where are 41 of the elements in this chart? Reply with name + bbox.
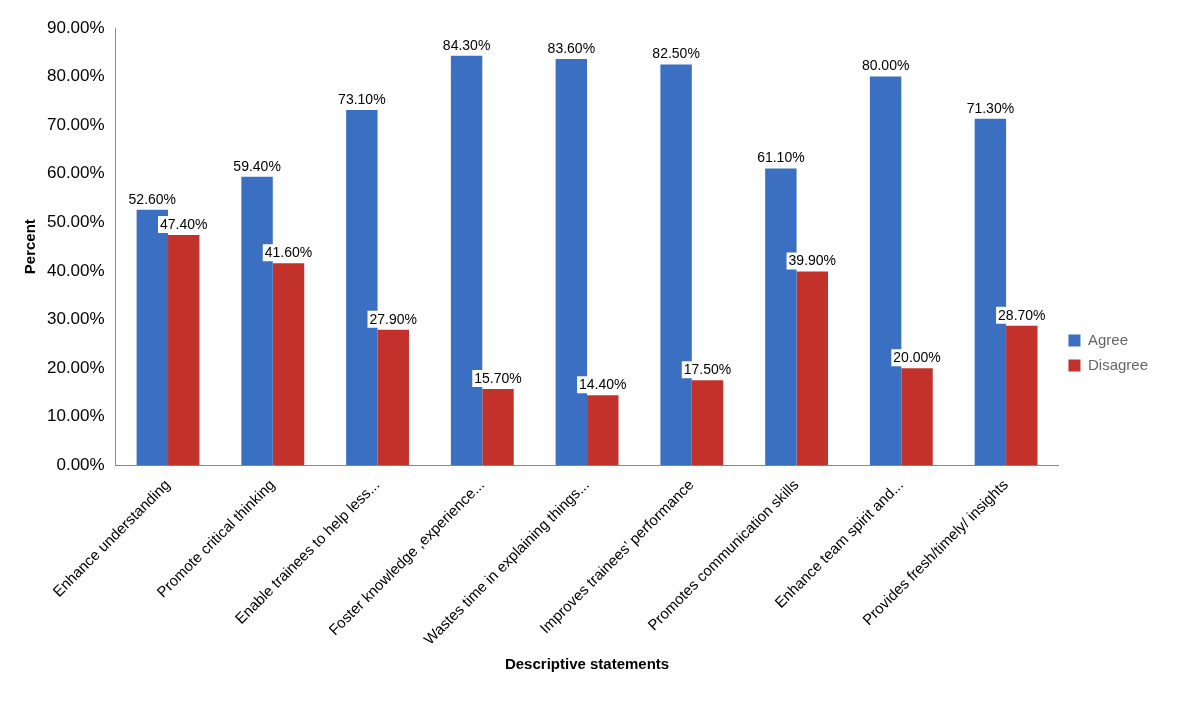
legend-label: Disagree: [1087, 355, 1148, 373]
bar: [587, 395, 619, 466]
data-label: 82.50%: [652, 45, 700, 62]
data-label: 59.40%: [233, 157, 281, 174]
bar: [901, 368, 933, 466]
data-label: 61.10%: [757, 149, 805, 166]
data-label: 15.70%: [474, 369, 522, 386]
data-label: 52.60%: [128, 190, 177, 207]
data-label: 28.70%: [998, 306, 1046, 323]
data-label: 83.60%: [547, 39, 596, 56]
data-label: 27.90%: [369, 310, 418, 327]
bar: [272, 263, 305, 466]
data-label: 20.00%: [893, 348, 941, 365]
legend-label: Agree: [1087, 330, 1128, 348]
y-tick-label: 50.00%: [46, 212, 105, 232]
y-tick-label: 60.00%: [46, 163, 105, 183]
bar: [796, 271, 829, 466]
data-label: 41.60%: [264, 244, 313, 261]
data-label: 73.10%: [338, 90, 386, 107]
y-tick-label: 70.00%: [46, 114, 105, 134]
bar: [691, 380, 724, 466]
y-tick-label: 30.00%: [46, 309, 105, 329]
data-label: 39.90%: [788, 252, 837, 269]
bar: [168, 235, 200, 466]
bar: [377, 329, 409, 466]
y-tick-label: 10.00%: [46, 406, 105, 426]
bar: [482, 389, 514, 466]
data-label: 14.40%: [579, 376, 627, 393]
y-tick-label: 0.00%: [56, 455, 105, 474]
y-tick-label: 80.00%: [46, 66, 105, 86]
y-tick-label: 40.00%: [46, 260, 105, 280]
y-tick-label: 90.00%: [46, 17, 105, 37]
bar: [1006, 325, 1038, 466]
y-axis-title: Percent: [21, 219, 39, 275]
data-label: 47.40%: [160, 215, 208, 232]
y-tick-label: 20.00%: [46, 357, 105, 377]
data-label: 17.50%: [683, 361, 732, 378]
data-label: 80.00%: [861, 57, 910, 74]
data-label: 84.30%: [442, 36, 491, 53]
data-label: 71.30%: [966, 99, 1015, 116]
x-axis-title: Descriptive statements: [504, 655, 670, 673]
